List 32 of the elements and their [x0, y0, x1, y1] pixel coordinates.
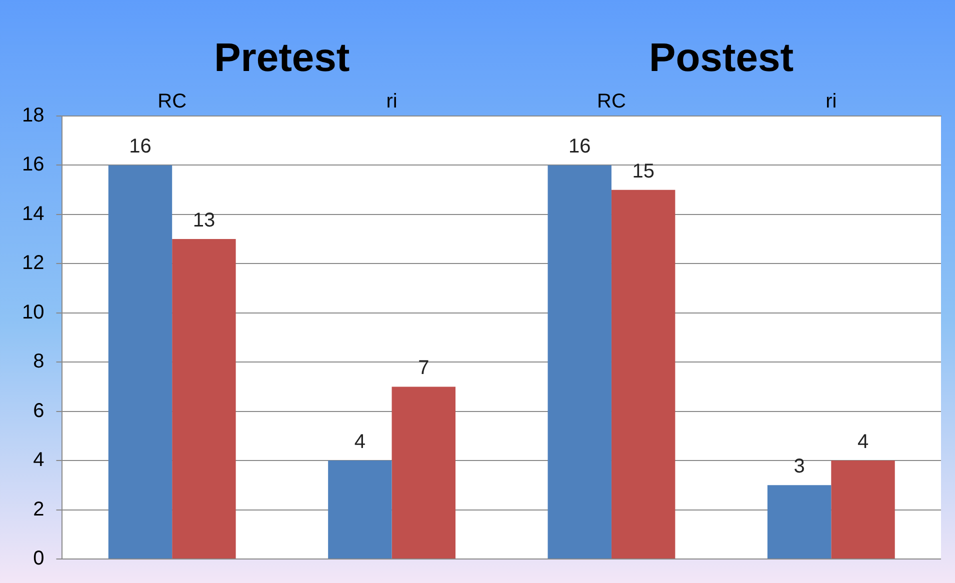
y-tick-label: 6: [33, 400, 44, 422]
data-label: 4: [354, 431, 366, 454]
y-tick-label: 18: [22, 104, 44, 127]
bar: [108, 165, 172, 558]
data-label: 7: [418, 357, 430, 380]
text: Postest: [649, 36, 794, 80]
bar: [548, 165, 612, 558]
y-tick-label: 10: [22, 301, 44, 324]
bar: [172, 239, 236, 558]
bar: [831, 460, 895, 558]
bar: [611, 190, 676, 558]
bar: [328, 460, 392, 558]
x-tick-label: RC: [597, 90, 626, 113]
data-label: 4: [857, 431, 869, 454]
data-label: 16: [129, 136, 152, 158]
y-tick-label: 4: [33, 449, 44, 472]
y-tick-label: 14: [22, 202, 44, 225]
data-label: 15: [632, 160, 654, 182]
data-label: 16: [568, 136, 591, 158]
bar: [767, 485, 832, 558]
y-tick-label: 0: [33, 548, 44, 570]
y-tick-label: 2: [33, 498, 44, 520]
x-tick-label: RC: [158, 90, 187, 113]
bar: [392, 386, 456, 558]
x-tick-label: ri: [386, 90, 398, 113]
data-label: 3: [794, 456, 805, 478]
y-tick-label: 12: [22, 252, 44, 274]
x-tick-label: ri: [826, 90, 837, 113]
text: Pretest: [214, 36, 350, 80]
y-tick-label: 16: [22, 154, 44, 176]
y-tick-label: 8: [33, 350, 44, 373]
data-label: 13: [192, 210, 216, 232]
